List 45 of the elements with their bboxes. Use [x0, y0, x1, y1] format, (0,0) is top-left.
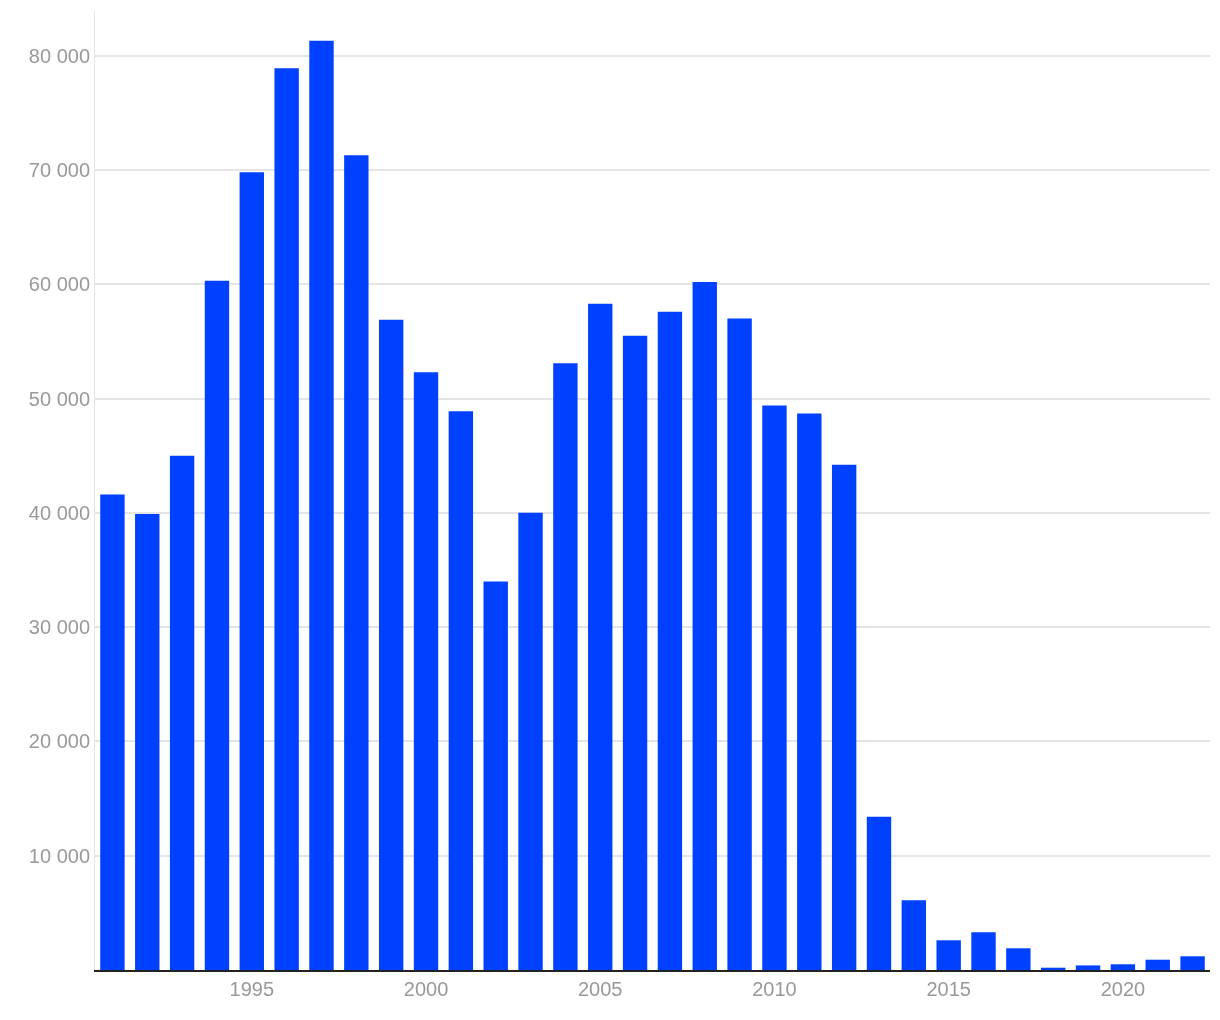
bar — [936, 940, 961, 970]
bar — [448, 411, 474, 970]
bar — [1180, 956, 1205, 970]
bar — [657, 311, 683, 970]
bar — [1145, 959, 1170, 970]
x-tick-label: 2005 — [577, 978, 623, 1000]
bar — [553, 363, 578, 970]
bar — [588, 303, 613, 970]
bar — [1006, 948, 1031, 970]
y-tick-label: 20 000 — [28, 730, 90, 753]
x-tick-label: 2010 — [752, 978, 797, 1000]
bar — [413, 372, 439, 970]
bar — [762, 405, 787, 970]
y-tick-label: 60 000 — [28, 273, 90, 296]
x-tick-label: 2015 — [926, 978, 971, 1000]
y-tick-label: 30 000 — [28, 616, 90, 639]
bar — [831, 464, 857, 970]
bar — [866, 816, 892, 970]
bar — [727, 318, 752, 970]
bar — [135, 514, 160, 970]
bar — [378, 319, 404, 970]
x-tick-label: 1995 — [229, 978, 275, 1000]
y-tick-label: 40 000 — [28, 501, 90, 524]
bar — [483, 581, 508, 970]
bar — [239, 172, 264, 970]
bar — [1110, 964, 1136, 970]
bar — [692, 282, 717, 970]
bar — [344, 155, 369, 970]
x-tick-label: 2000 — [403, 978, 449, 1000]
bar — [901, 900, 927, 970]
bar — [204, 280, 230, 970]
bar — [1075, 965, 1101, 970]
y-tick-label: 80 000 — [28, 44, 90, 67]
bar — [309, 40, 334, 970]
bar — [274, 68, 299, 970]
y-tick-label: 70 000 — [28, 159, 90, 181]
y-tick-label: 10 000 — [28, 844, 90, 867]
bar — [971, 932, 996, 970]
bar — [797, 413, 822, 970]
bar — [518, 512, 543, 970]
y-tick-label: 50 000 — [28, 387, 90, 410]
x-tick-label: 2020 — [1100, 978, 1146, 1000]
bar — [169, 455, 195, 970]
bar — [622, 335, 648, 970]
bar — [100, 494, 125, 970]
